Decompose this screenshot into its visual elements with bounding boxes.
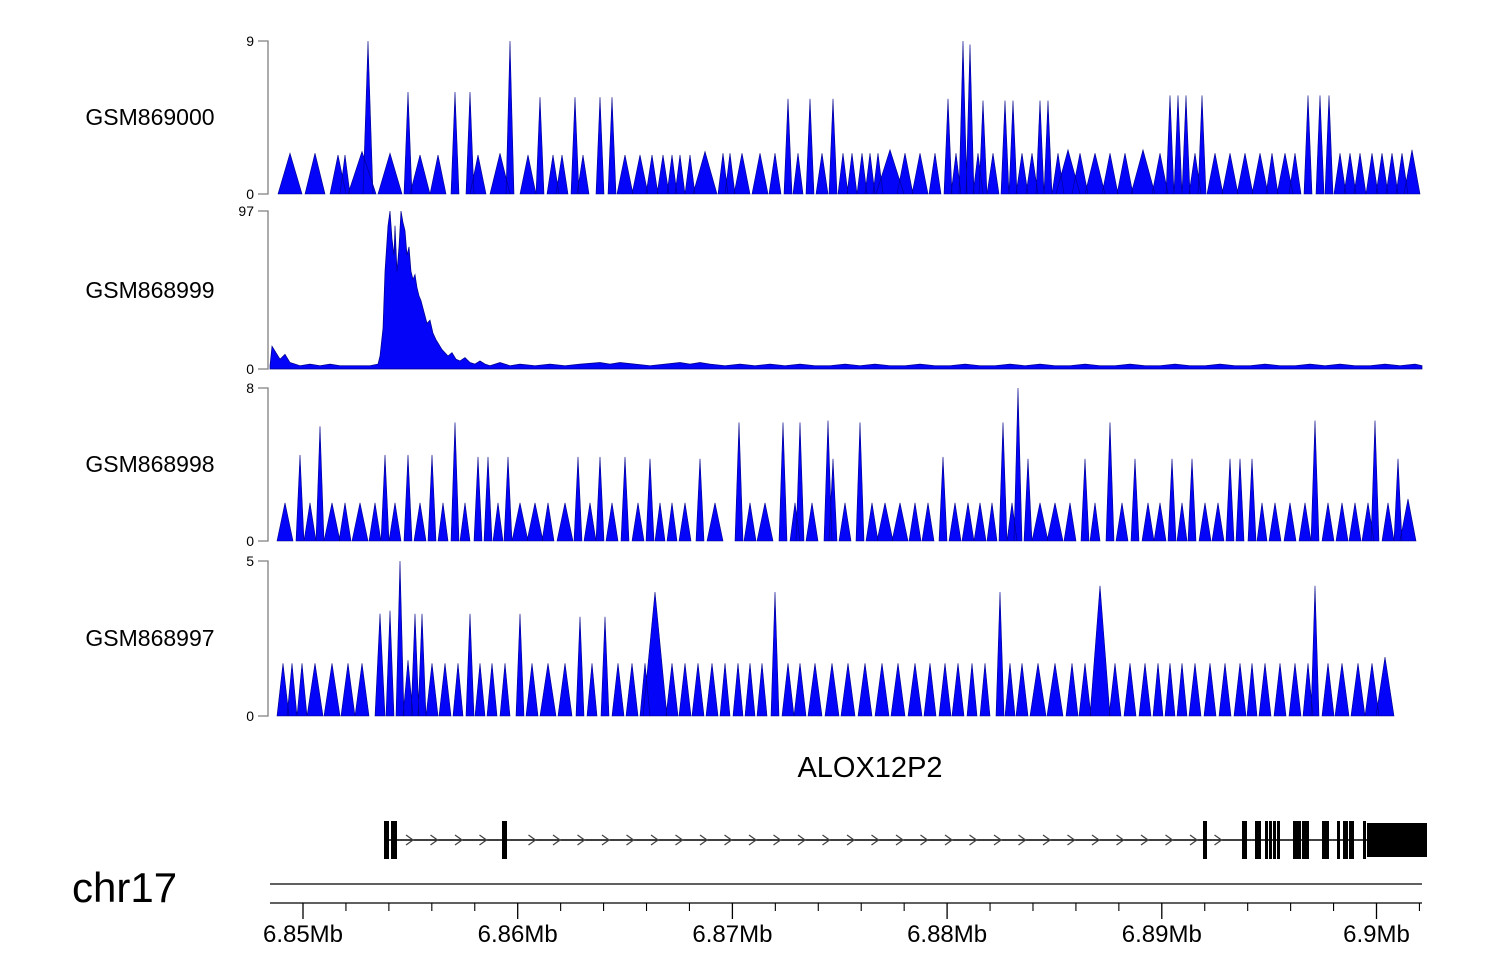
y-axis-min-label: 0 bbox=[246, 186, 254, 202]
coverage-peaks-GSM868997 bbox=[276, 560, 1395, 717]
gene-exon bbox=[1255, 821, 1261, 859]
y-axis-max-label: 9 bbox=[246, 33, 254, 49]
y-axis-bracket bbox=[258, 387, 269, 542]
gene-exon bbox=[1349, 821, 1354, 859]
genome-axis-tick-label: 6.86Mb bbox=[478, 921, 558, 948]
gene-exon bbox=[1363, 821, 1366, 859]
gene-exon bbox=[1273, 821, 1276, 859]
gene-exon bbox=[1337, 821, 1340, 859]
track-label-gsm868998: GSM868998 bbox=[85, 451, 215, 477]
track-label-gsm868999: GSM868999 bbox=[85, 277, 215, 303]
gene-exon bbox=[1269, 821, 1272, 859]
gene-exon bbox=[1322, 821, 1329, 859]
gene-exon bbox=[1203, 821, 1207, 859]
gene-exon bbox=[1265, 821, 1268, 859]
coverage-peaks-GSM868998 bbox=[276, 387, 1417, 542]
genome-axis-tick-label: 6.88Mb bbox=[907, 921, 987, 948]
y-axis-bracket bbox=[258, 560, 269, 717]
genome-axis-tick-label: 6.89Mb bbox=[1122, 921, 1202, 948]
y-axis-bracket bbox=[258, 210, 269, 370]
y-axis-max-label: 97 bbox=[238, 203, 254, 219]
coverage-peaks-GSM869000 bbox=[277, 40, 1421, 195]
genome-axis-tick-label: 6.87Mb bbox=[692, 921, 772, 948]
y-axis-min-label: 0 bbox=[246, 361, 254, 377]
track-label-gsm868997: GSM868997 bbox=[85, 625, 215, 651]
gene-terminal-exon-box bbox=[1367, 823, 1427, 857]
gene-exon bbox=[502, 821, 507, 859]
gene-exon bbox=[1242, 821, 1247, 859]
gene-exon bbox=[1343, 821, 1348, 859]
gene-name-label: ALOX12P2 bbox=[797, 752, 943, 784]
gene-exon bbox=[1277, 821, 1280, 859]
coverage-area-GSM868999 bbox=[269, 210, 1423, 370]
genome-axis-tick-label: 6.9Mb bbox=[1343, 921, 1410, 948]
y-axis-max-label: 5 bbox=[246, 553, 254, 569]
chromosome-label: chr17 bbox=[72, 864, 178, 911]
gene-exon bbox=[1302, 821, 1309, 859]
gene-exon bbox=[384, 821, 389, 859]
gene-exon bbox=[1293, 821, 1301, 859]
genome-axis-tick-label: 6.85Mb bbox=[263, 921, 343, 948]
gene-strand-arrows bbox=[405, 834, 1223, 846]
y-axis-min-label: 0 bbox=[246, 708, 254, 724]
y-axis-max-label: 8 bbox=[246, 380, 254, 396]
y-axis-min-label: 0 bbox=[246, 533, 254, 549]
y-axis-bracket bbox=[258, 40, 269, 195]
track-label-gsm869000: GSM869000 bbox=[85, 104, 215, 130]
gene-exon bbox=[391, 821, 397, 859]
